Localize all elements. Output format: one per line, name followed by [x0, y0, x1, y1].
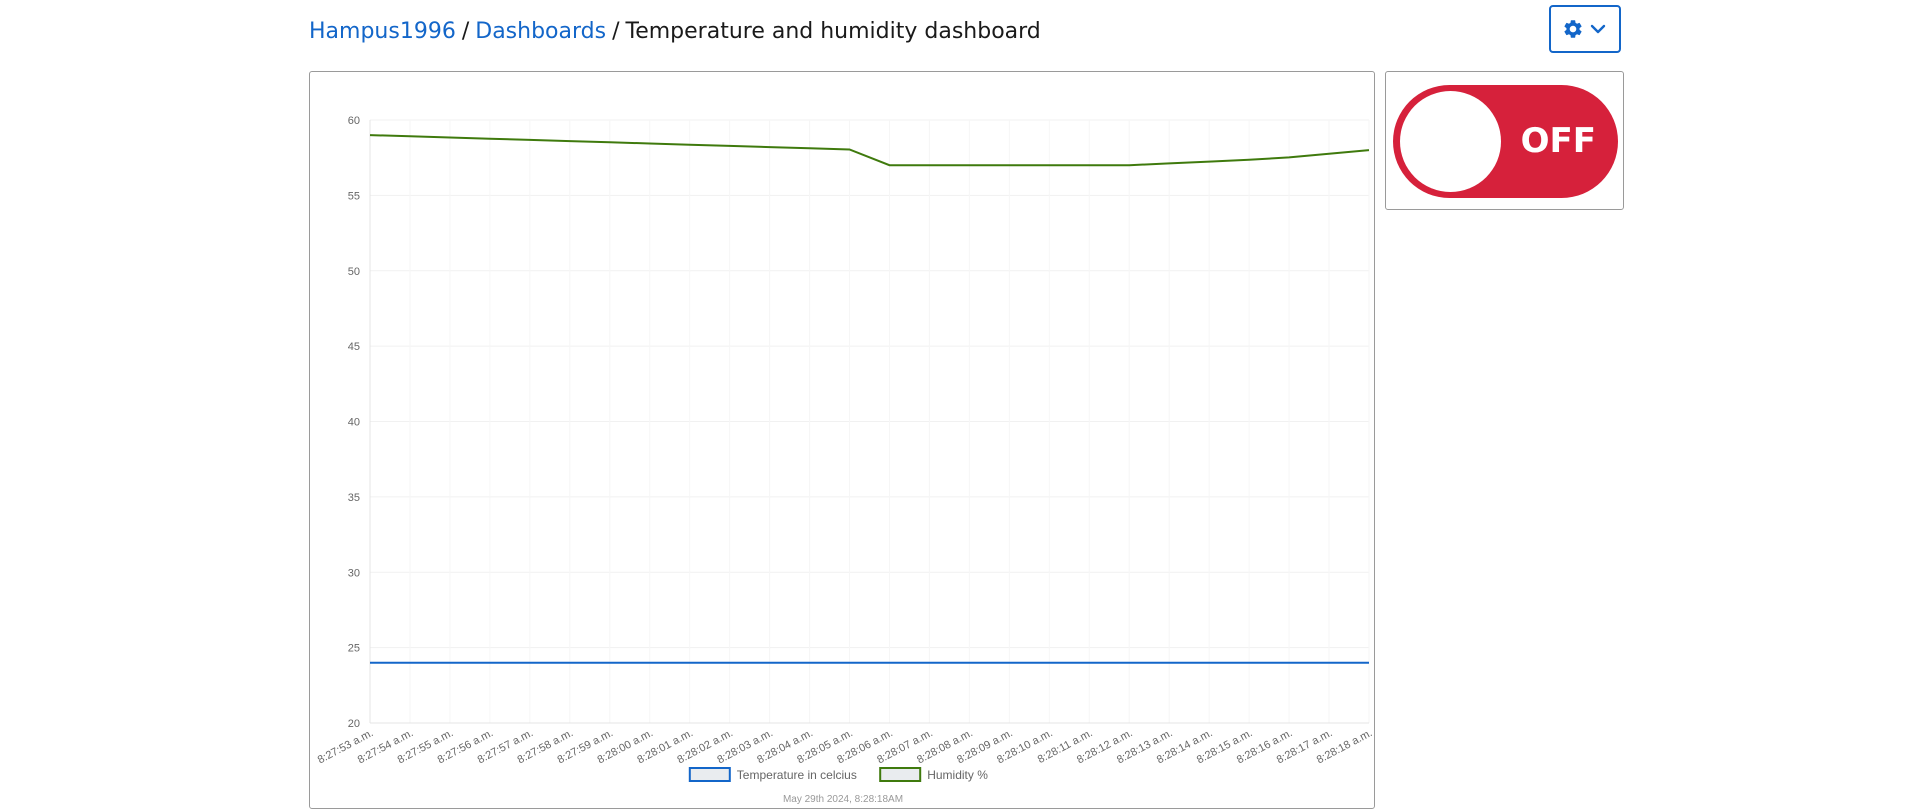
y-tick-label: 50: [348, 266, 360, 278]
y-tick-label: 40: [348, 417, 360, 429]
toggle-state-label: OFF: [1520, 121, 1596, 161]
y-tick-label: 55: [348, 190, 360, 202]
legend-label: Temperature in celcius: [737, 768, 857, 782]
sensor-chart-panel: 20 25 30 35 40 45 50 55 60 8:27:53 a.m. 8:27:54 a.…: [309, 71, 1375, 809]
page-title: Temperature and humidity dashboard: [625, 19, 1041, 44]
y-tick-label: 35: [348, 492, 360, 504]
chart-timestamp: May 29th 2024, 8:28:18AM: [783, 794, 903, 805]
legend-swatch: [688, 767, 731, 782]
switch-panel: OFF: [1385, 71, 1624, 210]
settings-dropdown-button[interactable]: [1549, 5, 1621, 53]
y-tick-label: 30: [348, 567, 360, 579]
breadcrumb-dashboards-link[interactable]: Dashboards: [475, 19, 607, 44]
breadcrumb: Hampus1996/Dashboards / Temperature and hu…: [309, 15, 1041, 49]
y-tick-label: 25: [348, 643, 360, 655]
chevron-down-icon: [1590, 24, 1606, 34]
breadcrumb-user-link[interactable]: Hampus1996: [309, 19, 456, 44]
legend-label: Humidity %: [927, 768, 988, 782]
power-toggle[interactable]: OFF: [1393, 85, 1618, 198]
series-line: [369, 134, 1370, 167]
y-tick-label: 60: [348, 115, 360, 127]
y-tick-label: 20: [348, 718, 360, 730]
breadcrumb-separator: /: [461, 19, 470, 44]
y-tick-label: 45: [348, 341, 360, 353]
gear-icon: [1564, 20, 1582, 38]
legend-swatch: [879, 767, 922, 782]
breadcrumb-separator: /: [612, 19, 620, 44]
toggle-knob[interactable]: [1400, 91, 1501, 192]
